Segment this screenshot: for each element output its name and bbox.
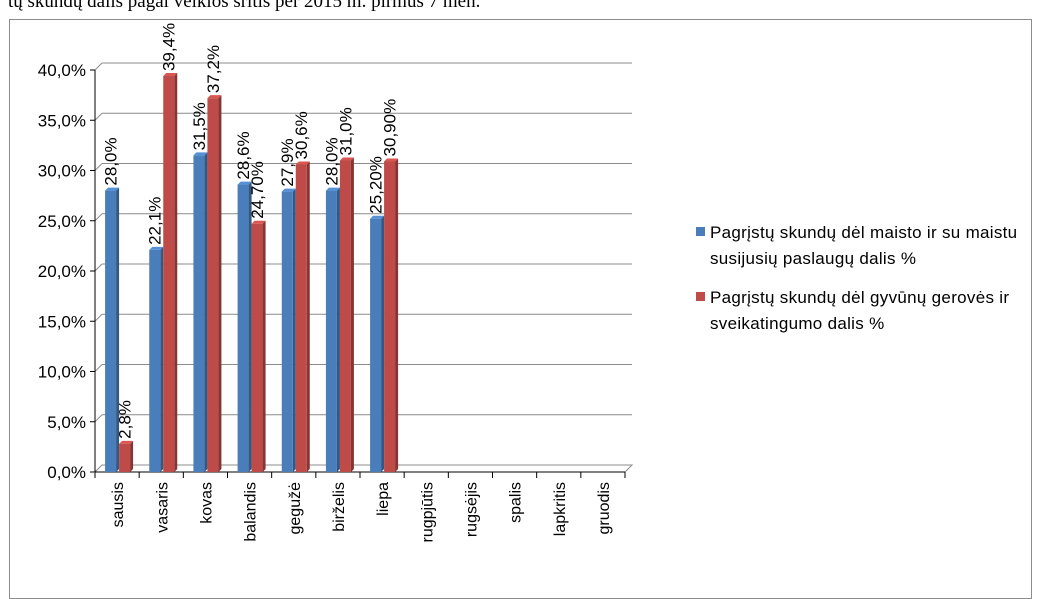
- bar-series-2: [295, 164, 307, 472]
- bar-top-series-1: [193, 152, 208, 156]
- x-category-label: vasaris: [154, 482, 171, 533]
- y-tick-label: 5,0%: [47, 413, 86, 432]
- bar-side-series-2: [306, 161, 310, 472]
- bar-top-series-2: [295, 161, 310, 165]
- bar-top-series-2: [251, 220, 266, 224]
- x-category-label: spalis: [508, 482, 525, 523]
- data-label-series-1: 22,1%: [146, 197, 165, 245]
- bar-top-series-1: [370, 215, 385, 219]
- header-text: tų skundų dalis pagal veiklos sritis per…: [8, 0, 481, 12]
- page-header-text: tų skundų dalis pagal veiklos sritis per…: [0, 0, 1045, 22]
- bar-side-series-1: [336, 187, 340, 472]
- x-category-label: balandis: [243, 482, 260, 542]
- data-label-series-1: 27,9%: [278, 138, 297, 186]
- bar-top-series-2: [207, 95, 222, 99]
- data-label-series-2: 2,8%: [116, 400, 135, 439]
- bar-top-series-1: [149, 246, 164, 250]
- legend-label-series-2: Pagrįstų skundų dėl gyvūnų gerovės ir sv…: [710, 288, 1010, 333]
- x-category-label: birželis: [331, 482, 348, 532]
- bar-series-1: [281, 191, 293, 473]
- bar-side-series-1: [160, 246, 164, 472]
- legend-swatch-red: [696, 292, 705, 301]
- y-tick-label: 0,0%: [47, 463, 86, 482]
- bar-series-2: [384, 161, 396, 472]
- y-tick-label: 40,0%: [38, 61, 86, 80]
- bar-side-series-2: [174, 73, 178, 472]
- x-category-label: rugsėjis: [463, 482, 480, 537]
- gridline-depth: [94, 414, 103, 423]
- bar-series-2: [251, 223, 263, 472]
- bar-series-2: [207, 98, 219, 472]
- bar-series-1: [237, 184, 249, 472]
- bar-top-series-1: [325, 187, 340, 191]
- y-tick-label: 30,0%: [38, 162, 86, 181]
- legend-swatch-blue: [696, 227, 705, 236]
- gridline-depth: [94, 62, 103, 71]
- bar-series-1: [105, 190, 117, 472]
- data-label-series-1: 25,20%: [367, 156, 386, 214]
- x-category-label: gruodis: [596, 482, 613, 534]
- chart-legend: Pagrįstų skundų dėl maisto ir su maistu …: [696, 220, 1036, 350]
- bar-top-series-2: [119, 440, 134, 444]
- data-label-series-2: 39,4%: [160, 23, 179, 71]
- legend-item-series-2: Pagrįstų skundų dėl gyvūnų gerovės ir sv…: [696, 285, 1036, 337]
- bar-side-series-1: [292, 188, 296, 473]
- data-label-series-1: 31,5%: [190, 102, 209, 150]
- bar-side-series-2: [395, 158, 399, 472]
- data-label-series-2: 37,2%: [204, 45, 223, 93]
- bar-series-1: [193, 155, 205, 473]
- x-category-label: kovas: [198, 482, 215, 524]
- bar-side-series-2: [130, 440, 134, 472]
- data-label-series-1: 28,6%: [234, 131, 253, 179]
- bar-side-series-1: [248, 181, 252, 472]
- data-label-series-1: 28,0%: [322, 137, 341, 185]
- data-label-series-2: 30,90%: [381, 99, 400, 157]
- bar-side-series-1: [204, 152, 208, 473]
- bar-series-2: [163, 76, 175, 472]
- bar-side-series-2: [350, 157, 354, 472]
- bar-series-1: [370, 218, 382, 472]
- data-label-series-2: 31,0%: [336, 107, 355, 155]
- bar-side-series-1: [381, 215, 385, 473]
- gridline-depth: [94, 112, 103, 121]
- bar-series-1: [149, 249, 161, 472]
- x-category-label: lapkritis: [552, 482, 569, 536]
- y-tick-label: 25,0%: [38, 212, 86, 231]
- gridline-depth: [94, 213, 103, 222]
- bar-top-series-2: [339, 157, 354, 161]
- bar-side-series-1: [116, 187, 120, 472]
- y-tick-label: 15,0%: [38, 312, 86, 331]
- data-label-series-1: 28,0%: [102, 137, 121, 185]
- x-category-label: sausis: [110, 482, 127, 527]
- data-label-series-2: 30,6%: [292, 111, 311, 159]
- data-label-series-2: 24,70%: [248, 161, 267, 219]
- bar-series-2: [339, 160, 351, 472]
- bar-top-series-1: [281, 188, 296, 192]
- gridline-depth: [94, 313, 103, 322]
- bar-top-series-1: [237, 181, 252, 185]
- bar-side-series-2: [218, 95, 222, 472]
- gridline-depth: [94, 163, 103, 171]
- legend-item-series-1: Pagrįstų skundų dėl maisto ir su maistu …: [696, 220, 1036, 272]
- bar-series-2: [119, 443, 131, 472]
- bar-series-1: [325, 190, 337, 472]
- y-tick-label: 35,0%: [38, 111, 86, 130]
- gridline-depth: [94, 364, 103, 372]
- y-tick-label: 20,0%: [38, 262, 86, 281]
- bar-top-series-1: [105, 187, 120, 191]
- y-tick-label: 10,0%: [38, 363, 86, 382]
- legend-label-series-1: Pagrįstų skundų dėl maisto ir su maistu …: [710, 223, 1018, 268]
- bar-top-series-2: [384, 158, 399, 162]
- x-category-label: gegužė: [287, 482, 304, 535]
- bar-side-series-2: [262, 220, 266, 472]
- gridline-depth: [94, 263, 103, 272]
- x-category-label: rugpjūtis: [419, 482, 436, 542]
- x-category-label: liepa: [375, 482, 392, 516]
- bar-top-series-2: [163, 73, 178, 77]
